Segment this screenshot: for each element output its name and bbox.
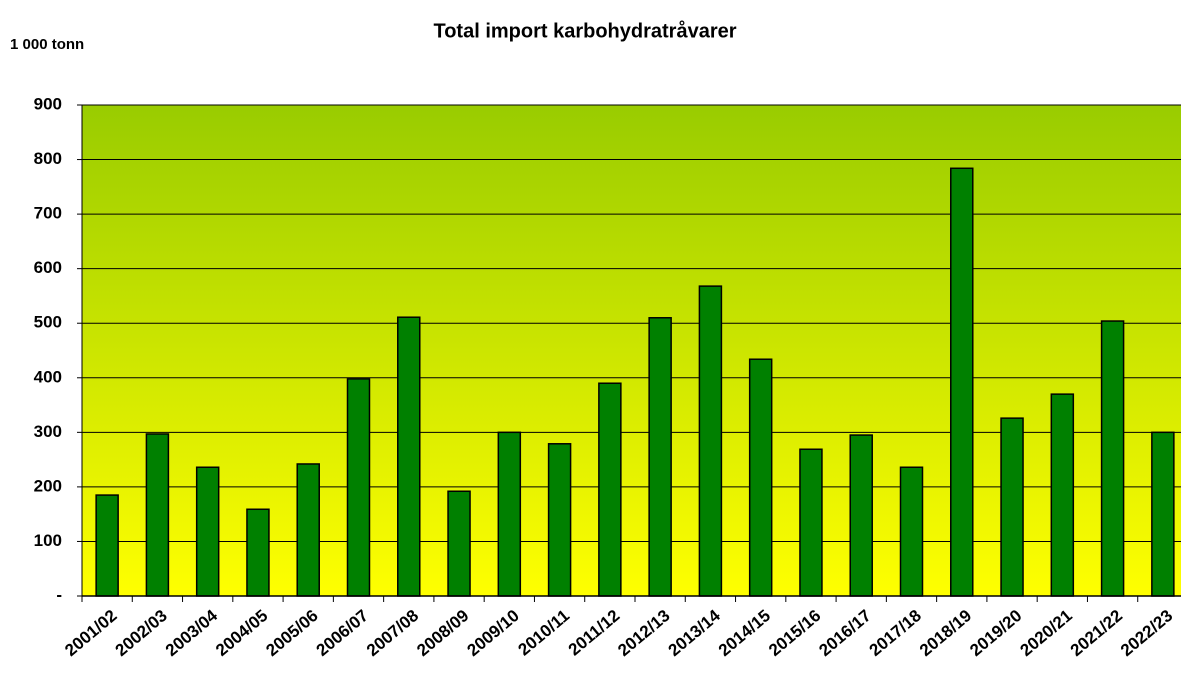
x-tick-label: 2017/18 (866, 606, 925, 660)
chart-title: Total import karbohydratråvarer (433, 19, 736, 42)
x-tick-label: 2021/22 (1067, 606, 1126, 660)
bar (849, 434, 873, 597)
x-tick-label: 2022/23 (1117, 606, 1176, 660)
y-tick-label: 400 (34, 367, 62, 386)
y-tick-label: 900 (34, 94, 62, 113)
x-tick-label: 2016/17 (815, 606, 874, 660)
x-tick-label: 2009/10 (463, 606, 522, 660)
bar (799, 448, 823, 597)
bar (346, 378, 371, 597)
y-tick-label: 300 (34, 422, 62, 441)
x-tick-label: 2006/07 (313, 606, 372, 660)
y-axis-label: 1 000 tonn (10, 36, 84, 53)
x-tick-label: 2014/15 (715, 606, 774, 660)
x-tick-label: 2020/21 (1016, 606, 1075, 660)
bar (698, 285, 723, 597)
bar (648, 317, 672, 597)
bar (246, 508, 270, 597)
bar (95, 494, 119, 597)
bar (899, 466, 924, 597)
bar (748, 358, 773, 597)
bar (1100, 320, 1125, 597)
y-tick-label: 800 (34, 149, 62, 168)
bar (1151, 431, 1175, 597)
bar (950, 167, 974, 597)
x-tick-label: 2008/09 (413, 606, 472, 660)
bar (547, 443, 572, 597)
x-tick-label: 2015/16 (765, 606, 824, 660)
bar (1050, 393, 1075, 597)
x-tick-label: 2004/05 (212, 606, 271, 660)
bar (296, 463, 320, 597)
x-tick-label: 2007/08 (363, 606, 422, 660)
x-tick-label: 2019/20 (966, 606, 1025, 660)
y-tick-label: 600 (34, 258, 62, 277)
y-tick-label: 500 (34, 313, 62, 332)
y-tick-label: 700 (34, 204, 62, 223)
x-tick-label: 2011/12 (565, 606, 624, 659)
bar (497, 431, 522, 597)
x-tick-label: 2005/06 (262, 606, 321, 660)
bar (145, 433, 170, 597)
bar (397, 316, 421, 597)
x-tick-label: 2001/02 (61, 606, 120, 660)
bar (1000, 417, 1024, 597)
bar (195, 466, 220, 597)
x-tick-label: 2003/04 (162, 606, 222, 660)
y-tick-label: 100 (34, 531, 62, 550)
y-tick-label: 200 (34, 476, 62, 495)
x-tick-label: 2002/03 (112, 606, 171, 660)
bar (598, 382, 622, 597)
x-tick-label: 2018/19 (916, 606, 975, 660)
x-tick-label: 2010/11 (514, 606, 573, 659)
x-tick-label: 2012/13 (614, 606, 673, 660)
bar (447, 490, 471, 597)
y-tick-label: - (56, 585, 62, 604)
x-tick-label: 2013/14 (665, 606, 725, 660)
